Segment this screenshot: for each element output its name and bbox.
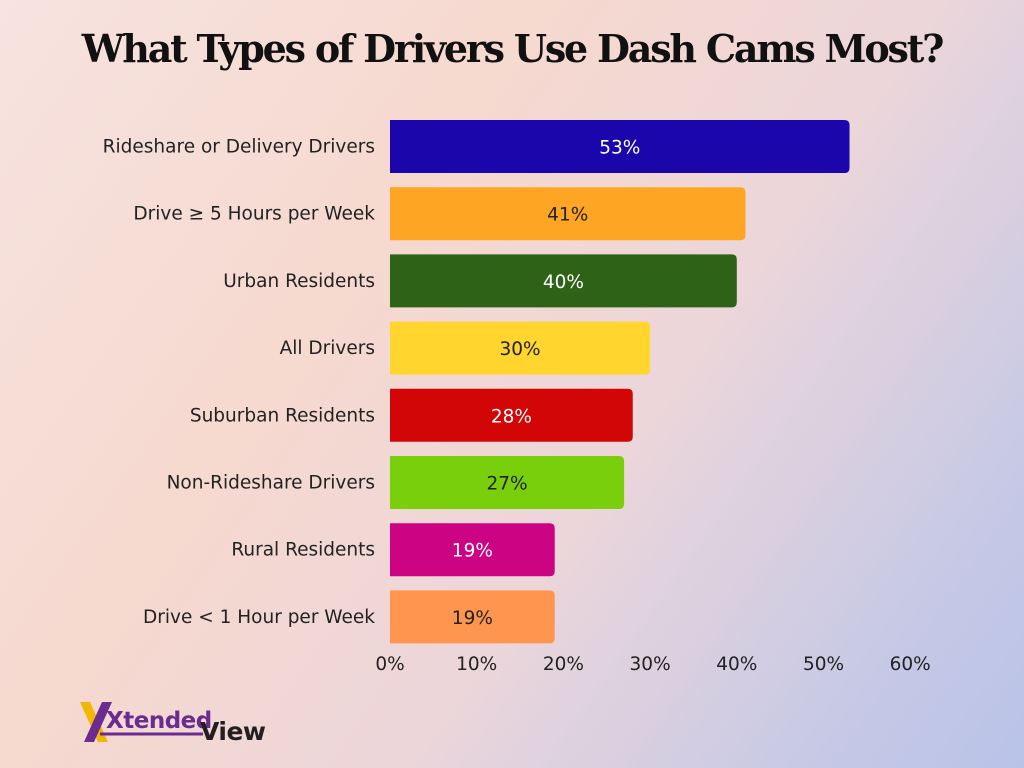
bar-5 bbox=[390, 456, 625, 509]
category-labels: Rideshare or Delivery Drivers Drive ≥ 5 H… bbox=[103, 137, 376, 628]
bar-1 bbox=[390, 187, 746, 241]
value-label-2: 40% bbox=[543, 272, 584, 293]
value-label-7: 19% bbox=[452, 608, 493, 629]
bar-chart: Rideshare or Delivery Drivers Drive ≥ 5 H… bbox=[103, 120, 931, 675]
logo-x-icon bbox=[80, 702, 112, 742]
category-label-4: Suburban Residents bbox=[190, 405, 375, 426]
x-tick-5: 50% bbox=[803, 654, 844, 675]
category-label-7: Drive < 1 Hour per Week bbox=[143, 607, 375, 628]
value-label-5: 27% bbox=[486, 474, 527, 495]
x-tick-4: 40% bbox=[716, 654, 757, 675]
value-label-1: 41% bbox=[547, 205, 588, 226]
value-label-6: 19% bbox=[452, 541, 493, 562]
category-label-1: Drive ≥ 5 Hours per Week bbox=[133, 204, 375, 225]
x-tick-6: 60% bbox=[890, 654, 931, 675]
bar-7 bbox=[390, 590, 555, 644]
chart-title: What Types of Drivers Use Dash Cams Most… bbox=[81, 26, 945, 71]
logo-word-xtended: Xtended bbox=[106, 708, 212, 734]
logo-x-stroke-b bbox=[84, 702, 112, 742]
category-label-5: Non-Rideshare Drivers bbox=[167, 473, 375, 494]
value-label-3: 30% bbox=[499, 339, 540, 360]
xtendedview-logo: Xtended View bbox=[80, 702, 266, 746]
x-tick-3: 30% bbox=[630, 654, 671, 675]
bar-2 bbox=[390, 254, 737, 308]
bars-layer bbox=[390, 120, 850, 644]
bar-0 bbox=[390, 120, 850, 173]
value-label-4: 28% bbox=[491, 406, 532, 427]
x-tick-2: 20% bbox=[543, 654, 584, 675]
value-label-0: 53% bbox=[599, 138, 640, 159]
value-labels: 53% 41% 40% 30% 28% 27% 19% 19% bbox=[452, 138, 641, 629]
bar-4 bbox=[390, 388, 633, 442]
category-label-3: All Drivers bbox=[280, 338, 375, 359]
x-tick-1: 10% bbox=[456, 654, 497, 675]
category-label-2: Urban Residents bbox=[223, 271, 375, 292]
x-axis-ticks: 0% 10% 20% 30% 40% 50% 60% bbox=[375, 654, 930, 675]
bar-3 bbox=[390, 321, 651, 375]
category-label-0: Rideshare or Delivery Drivers bbox=[103, 137, 375, 158]
x-tick-0: 0% bbox=[375, 654, 404, 675]
category-label-6: Rural Residents bbox=[231, 540, 375, 561]
bar-6 bbox=[390, 523, 555, 577]
logo-word-view: View bbox=[200, 717, 266, 746]
